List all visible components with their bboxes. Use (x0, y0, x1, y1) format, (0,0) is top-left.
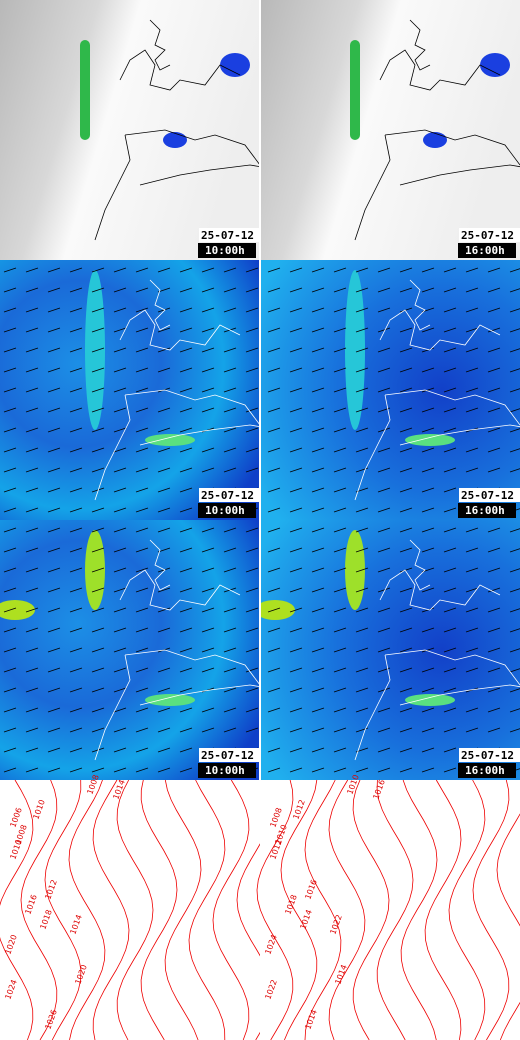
wind-arrows (0, 520, 259, 780)
date-label: 25-07-12 (201, 749, 254, 762)
wind-arrows (261, 260, 520, 520)
date-box (199, 228, 259, 242)
time-box (458, 503, 516, 518)
date-label: 25-07-12 (461, 489, 514, 502)
isobar (164, 779, 202, 1040)
time-label: 10:00h (205, 764, 245, 777)
isobar (328, 779, 366, 1040)
map-panel (0, 260, 259, 520)
time-box (198, 243, 256, 258)
time-label: 10:00h (205, 504, 245, 517)
isobar (188, 779, 226, 1040)
precip-area (220, 53, 250, 77)
map-panel (0, 779, 274, 1040)
satellite-background (261, 0, 520, 260)
precip-area (423, 132, 447, 148)
date-label: 25-07-12 (201, 489, 254, 502)
isobar (256, 779, 294, 1040)
date-label: 25-07-12 (201, 229, 254, 242)
date-box (459, 748, 520, 762)
time-label: 16:00h (465, 764, 505, 777)
timestamp: 25-07-12 10:00h (198, 748, 259, 778)
isobar (424, 779, 462, 1040)
coastline (354, 539, 520, 761)
map-panel (0, 520, 259, 780)
isobar (116, 779, 154, 1040)
time-box (198, 763, 256, 778)
time-label: 10:00h (205, 244, 245, 257)
isobar (400, 779, 438, 1040)
wind-arrows (261, 520, 520, 780)
map-panel (261, 0, 520, 260)
isobar (68, 779, 106, 1040)
isobar (472, 779, 510, 1040)
date-box (459, 488, 520, 502)
timestamp: 25-07-12 10:00h (198, 488, 259, 518)
isobar (0, 779, 34, 1040)
date-box (199, 748, 259, 762)
isobar (92, 779, 130, 1040)
precip-area (163, 132, 187, 148)
timestamp: 25-07-12 16:00h (458, 748, 520, 778)
isobar (280, 779, 318, 1040)
date-box (459, 228, 520, 242)
time-box (458, 763, 516, 778)
isobar (44, 779, 82, 1040)
isobar (212, 779, 250, 1040)
timestamp: 25-07-12 16:00h (458, 228, 520, 258)
map-panel (0, 0, 259, 260)
map-panel (261, 520, 520, 780)
coastline (354, 279, 520, 501)
time-label: 16:00h (465, 504, 505, 517)
isobar (304, 779, 342, 1040)
wind-arrows (0, 260, 259, 520)
date-box (199, 488, 259, 502)
coastline (94, 279, 259, 501)
isobar (140, 779, 178, 1040)
coastline (94, 539, 259, 761)
timestamp: 25-07-12 16:00h (458, 488, 520, 518)
isobar (448, 779, 486, 1040)
isobar-background (0, 780, 260, 1040)
map-panel (261, 260, 520, 520)
precip-band (80, 40, 90, 140)
precip-band (350, 40, 360, 140)
date-label: 25-07-12 (461, 229, 514, 242)
coastline (94, 19, 259, 241)
timestamp: 25-07-12 10:00h (198, 228, 259, 258)
precip-area (480, 53, 510, 77)
isobar (376, 779, 414, 1040)
isobar (496, 813, 520, 1040)
time-label: 16:00h (465, 244, 505, 257)
time-box (458, 243, 516, 258)
isobar (20, 779, 58, 1040)
map-panel (256, 779, 520, 1040)
isobar (352, 779, 390, 1040)
coastline (354, 19, 520, 241)
time-box (198, 503, 256, 518)
date-label: 25-07-12 (461, 749, 514, 762)
satellite-background (0, 0, 259, 260)
